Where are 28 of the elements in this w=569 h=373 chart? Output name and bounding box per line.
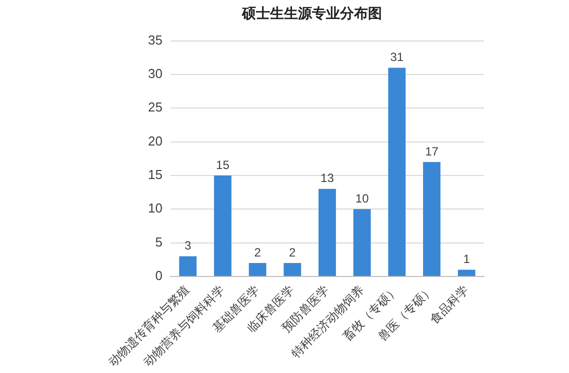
chart-title: 硕士生生源专业分布图 — [241, 5, 382, 22]
y-tick-label: 0 — [155, 268, 162, 284]
data-label: 1 — [463, 252, 470, 266]
data-label: 15 — [216, 158, 230, 172]
data-label: 2 — [289, 245, 296, 260]
y-tick-label: 10 — [148, 200, 162, 216]
data-label: 3 — [184, 238, 192, 253]
bar — [248, 262, 266, 276]
y-tick-label: 5 — [155, 234, 162, 250]
bar — [353, 209, 371, 276]
bar — [388, 68, 406, 276]
y-tick-label: 25 — [148, 100, 162, 115]
bar — [179, 256, 197, 276]
data-label: 10 — [355, 191, 370, 206]
data-label: 17 — [425, 144, 439, 158]
bar — [284, 262, 302, 276]
y-tick-label: 35 — [148, 32, 162, 48]
bar — [318, 188, 336, 276]
x-tick-label: 食品科学 — [427, 282, 471, 327]
y-tick-label: 15 — [148, 167, 162, 182]
bar — [458, 270, 476, 276]
data-label: 13 — [320, 171, 334, 186]
y-tick-label: 30 — [148, 66, 162, 82]
bar — [214, 175, 232, 276]
y-tick-label: 20 — [148, 133, 162, 148]
data-label: 31 — [390, 50, 404, 64]
data-label: 2 — [254, 245, 262, 260]
bar — [423, 162, 440, 276]
